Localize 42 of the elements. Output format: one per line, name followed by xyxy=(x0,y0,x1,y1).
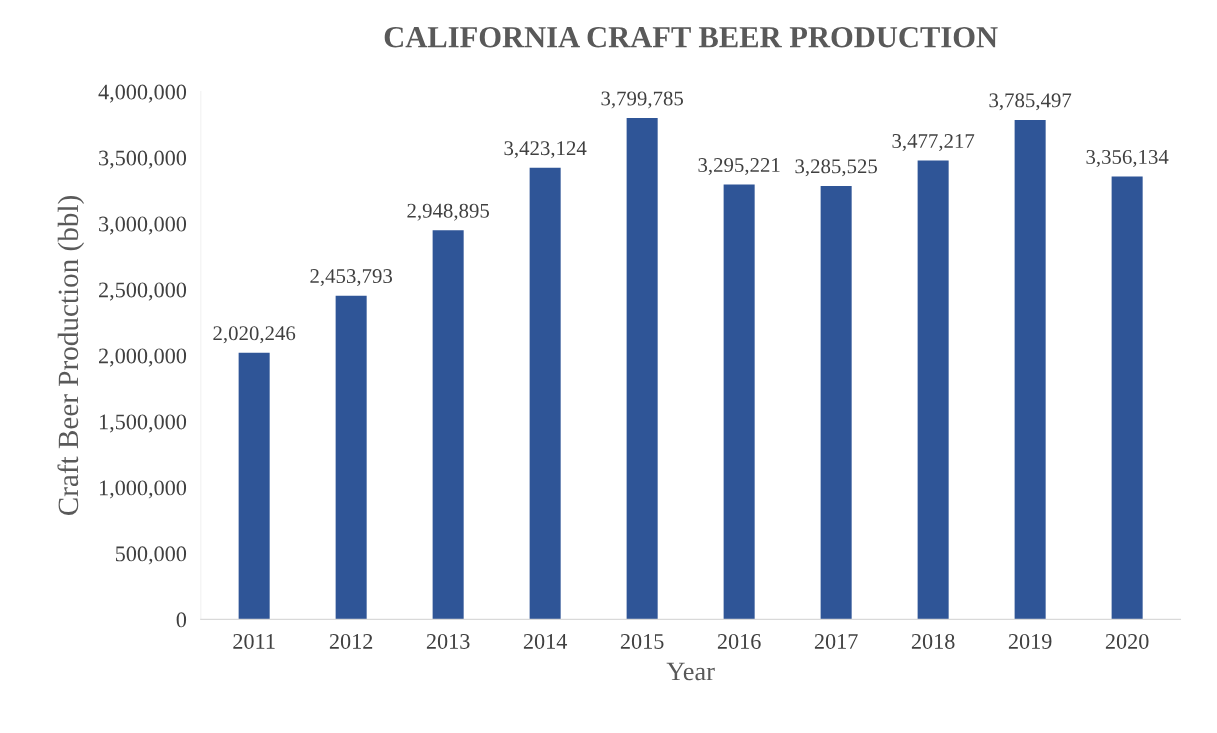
bar xyxy=(1111,176,1143,620)
x-tick-label: 2011 xyxy=(233,633,275,649)
y-tick-label: 3,500,000 xyxy=(99,150,187,169)
y-tick-label: 4,000,000 xyxy=(98,84,187,103)
x-tick-label: 2019 xyxy=(1008,633,1052,649)
chart-title: CALIFORNIA CRAFT BEER PRODUCTION xyxy=(384,26,998,48)
data-label: 3,356,134 xyxy=(1086,150,1169,168)
y-tick-label: 1,000,000 xyxy=(99,480,187,499)
y-tick-label: 0 xyxy=(176,612,187,628)
data-label: 2,453,793 xyxy=(310,269,393,287)
bar xyxy=(432,230,464,620)
data-label: 2,020,246 xyxy=(213,326,296,344)
data-label: 3,285,525 xyxy=(795,159,877,177)
x-tick-label: 2018 xyxy=(911,633,955,649)
y-tick-label: 2,000,000 xyxy=(99,348,187,367)
x-tick-label: 2016 xyxy=(717,633,761,649)
x-tick-label: 2013 xyxy=(426,633,470,649)
data-label: 3,423,124 xyxy=(504,141,587,159)
bar xyxy=(917,160,949,620)
bar xyxy=(238,352,270,620)
y-tick-label: 2,500,000 xyxy=(99,282,187,301)
x-tick-label: 2020 xyxy=(1105,633,1149,649)
x-tick-label: 2017 xyxy=(814,633,858,649)
y-tick-label: 3,000,000 xyxy=(99,216,187,235)
data-label: 2,948,895 xyxy=(407,203,489,221)
bar xyxy=(820,185,852,620)
data-label: 3,799,785 xyxy=(601,91,683,109)
bar xyxy=(1014,119,1046,620)
x-tick-label: 2015 xyxy=(620,633,664,649)
data-label: 3,785,497 xyxy=(989,93,1072,111)
bar xyxy=(626,118,658,620)
y-tick-label: 1,500,000 xyxy=(99,414,187,433)
bar xyxy=(335,295,367,620)
x-tick-label: 2012 xyxy=(329,633,373,649)
bar xyxy=(723,184,755,620)
data-label: 3,295,221 xyxy=(698,158,780,176)
bar xyxy=(529,167,561,620)
y-axis-title: Craft Beer Production (bbl) xyxy=(57,196,85,516)
x-axis-title: Year xyxy=(666,662,715,681)
y-tick-label: 500,000 xyxy=(115,546,187,565)
x-tick-label: 2014 xyxy=(523,633,568,649)
data-label: 3,477,217 xyxy=(892,134,975,152)
